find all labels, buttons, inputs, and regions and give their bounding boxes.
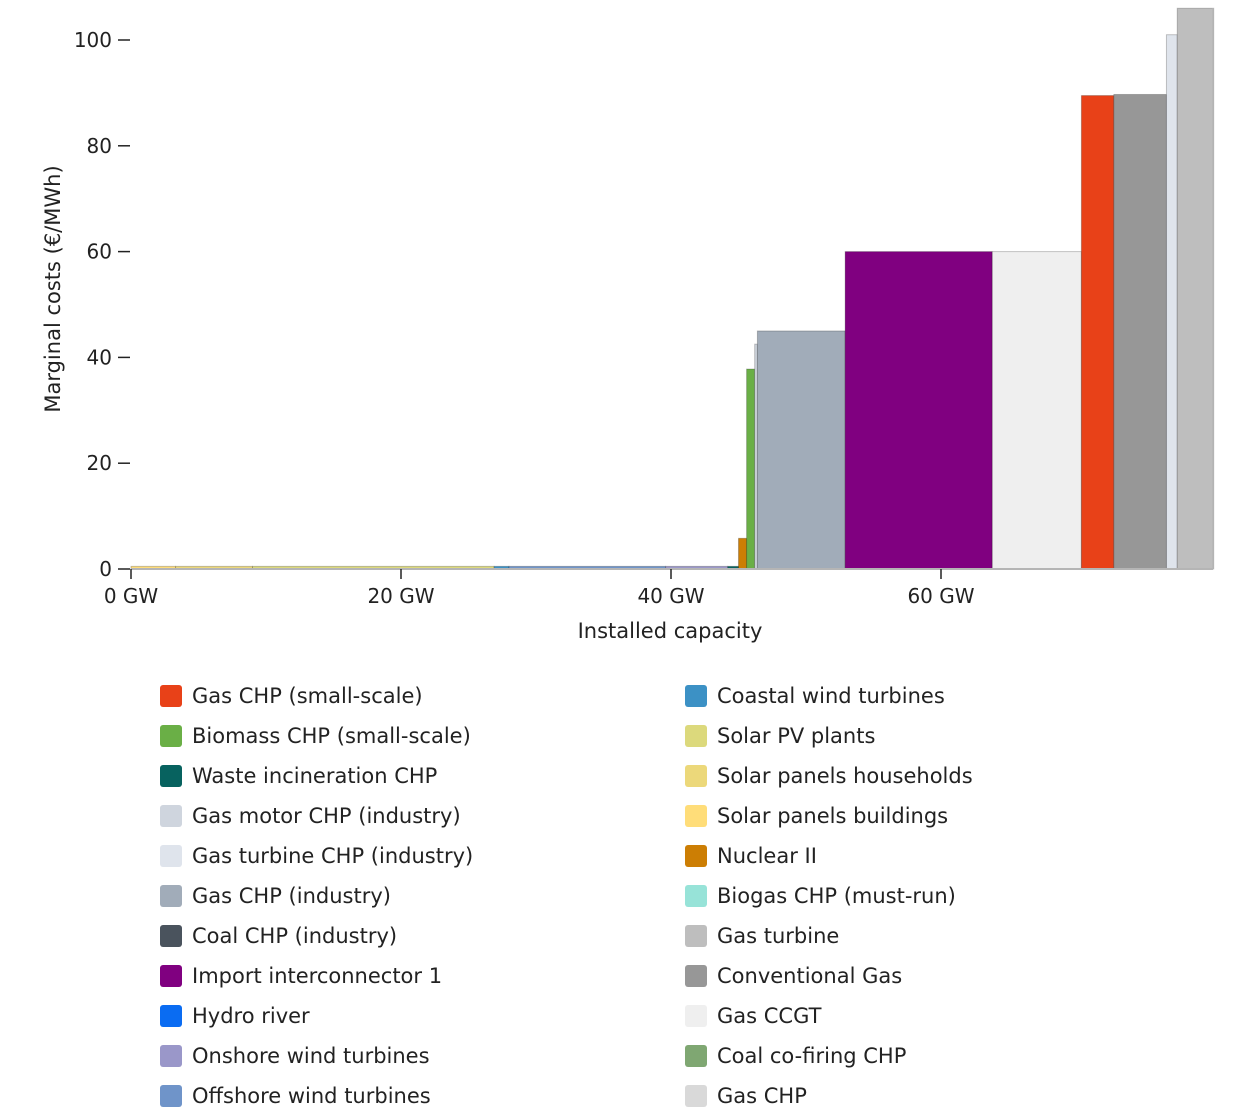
legend-label: Import interconnector 1	[192, 964, 443, 988]
x-axis: 0 GW 20 GW 40 GW 60 GW	[104, 569, 975, 608]
legend-column-right: Coastal wind turbines Solar PV plants Sola…	[685, 676, 973, 1116]
legend-label: Gas CCGT	[717, 1004, 822, 1028]
legend-swatch	[685, 885, 707, 907]
legend-label: Offshore wind turbines	[192, 1084, 431, 1108]
y-tick-label: 20	[87, 451, 112, 475]
legend-swatch	[685, 1085, 707, 1107]
legend-item[interactable]: Biomass CHP (small-scale)	[160, 716, 473, 756]
legend-item[interactable]: Offshore wind turbines	[160, 1076, 473, 1116]
y-tick-label: 0	[99, 557, 112, 581]
bar-conventional-gas[interactable]	[1113, 93, 1167, 570]
bar-gas-chp-industry[interactable]	[756, 330, 846, 570]
y-tick-label: 60	[87, 240, 112, 264]
legend-swatch	[685, 805, 707, 827]
bar-import-interconnector-1[interactable]	[844, 251, 993, 570]
legend-label: Gas CHP (industry)	[192, 884, 391, 908]
legend-item[interactable]: Gas CHP (industry)	[160, 876, 473, 916]
legend-item[interactable]: Gas CHP (small-scale)	[160, 676, 473, 716]
legend-item[interactable]: Import interconnector 1	[160, 956, 473, 996]
legend-swatch	[160, 885, 182, 907]
legend-label: Biomass CHP (small-scale)	[192, 724, 471, 748]
legend-label: Nuclear II	[717, 844, 817, 868]
legend-label: Conventional Gas	[717, 964, 903, 988]
legend-label: Solar panels households	[717, 764, 973, 788]
legend-label: Waste incineration CHP	[192, 764, 438, 788]
y-tick-label: 100	[74, 28, 112, 52]
legend-label: Gas turbine CHP (industry)	[192, 844, 474, 868]
legend-swatch	[685, 965, 707, 987]
bar-gas-chp-small-scale[interactable]	[1080, 95, 1115, 570]
legend-label: Coal CHP (industry)	[192, 924, 398, 948]
legend-label: Gas CHP	[717, 1084, 807, 1108]
legend-item[interactable]: Solar panels buildings	[685, 796, 973, 836]
legend-swatch	[685, 765, 707, 787]
legend-item[interactable]: Gas motor CHP (industry)	[160, 796, 473, 836]
legend-swatch	[685, 1045, 707, 1067]
legend-item[interactable]: Gas turbine CHP (industry)	[160, 836, 473, 876]
legend-label: Coal co-firing CHP	[717, 1044, 907, 1068]
legend-item[interactable]: Waste incineration CHP	[160, 756, 473, 796]
legend-swatch	[685, 925, 707, 947]
legend-swatch	[160, 685, 182, 707]
legend-item[interactable]: Coastal wind turbines	[685, 676, 973, 716]
legend-swatch	[685, 845, 707, 867]
legend-swatch	[160, 1005, 182, 1027]
legend-label: Solar panels buildings	[717, 804, 949, 828]
legend-item[interactable]: Gas turbine	[685, 916, 973, 956]
legend-item[interactable]: Gas CCGT	[685, 996, 973, 1036]
legend-label: Onshore wind turbines	[192, 1044, 430, 1068]
bar-nuclear-ii[interactable]	[738, 537, 748, 570]
bar-gas-turbine[interactable]	[1176, 7, 1215, 570]
bar-biomass-chp-small-scale[interactable]	[746, 368, 756, 570]
y-axis-title: Marginal costs (€/MWh)	[41, 165, 65, 412]
legend-label: Gas motor CHP (industry)	[192, 804, 461, 828]
legend-swatch	[160, 965, 182, 987]
legend-swatch	[685, 1005, 707, 1027]
legend-label: Biogas CHP (must-run)	[717, 884, 956, 908]
y-tick-label: 80	[87, 134, 112, 158]
legend-column-left: Gas CHP (small-scale) Biomass CHP (small-…	[160, 676, 473, 1116]
legend-swatch	[160, 1085, 182, 1107]
legend-item[interactable]: Gas CHP	[685, 1076, 973, 1116]
bar-gas-turbine-chp-industry[interactable]	[1165, 34, 1178, 570]
legend-swatch	[685, 725, 707, 747]
bar-gas-ccgt[interactable]	[991, 251, 1082, 570]
legend-label: Gas CHP (small-scale)	[192, 684, 423, 708]
legend-item[interactable]: Solar panels households	[685, 756, 973, 796]
x-tick-label: 40 GW	[637, 584, 704, 608]
legend-label: Hydro river	[192, 1004, 310, 1028]
legend-swatch	[160, 765, 182, 787]
legend-label: Gas turbine	[717, 924, 840, 948]
y-axis: 0 20 40 60 80 100	[74, 28, 130, 581]
x-tick-label: 0 GW	[104, 584, 159, 608]
legend-swatch	[160, 845, 182, 867]
merit-order-chart: 0 20 40 60 80 100 0 GW 20 GW 40 GW 60 GW Margina…	[41, 7, 1215, 643]
x-tick-label: 20 GW	[367, 584, 434, 608]
legend-item[interactable]: Coal co-firing CHP	[685, 1036, 973, 1076]
legend-swatch	[685, 685, 707, 707]
legend-item[interactable]: Biogas CHP (must-run)	[685, 876, 973, 916]
legend-item[interactable]: Solar PV plants	[685, 716, 973, 756]
legend-item[interactable]: Nuclear II	[685, 836, 973, 876]
legend-item[interactable]: Coal CHP (industry)	[160, 916, 473, 956]
bars-group	[130, 7, 1215, 570]
legend-swatch	[160, 1045, 182, 1067]
legend-label: Coastal wind turbines	[717, 684, 945, 708]
legend-item[interactable]: Hydro river	[160, 996, 473, 1036]
legend-label: Solar PV plants	[717, 724, 876, 748]
legend-item[interactable]: Conventional Gas	[685, 956, 973, 996]
legend-swatch	[160, 925, 182, 947]
x-axis-title: Installed capacity	[578, 619, 763, 643]
legend-swatch	[160, 805, 182, 827]
x-tick-label: 60 GW	[907, 584, 974, 608]
y-tick-label: 40	[87, 345, 112, 369]
legend-swatch	[160, 725, 182, 747]
legend-item[interactable]: Onshore wind turbines	[160, 1036, 473, 1076]
